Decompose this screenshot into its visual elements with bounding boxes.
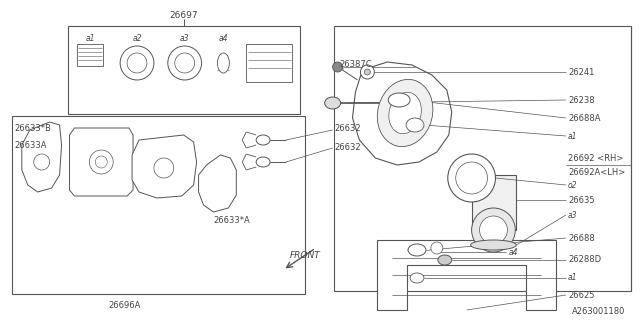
- Circle shape: [431, 242, 443, 254]
- Ellipse shape: [406, 118, 424, 132]
- Text: 26633*B: 26633*B: [14, 124, 51, 132]
- Text: 26238: 26238: [568, 95, 595, 105]
- Text: 26696A: 26696A: [108, 300, 140, 309]
- Ellipse shape: [438, 255, 452, 265]
- Text: a1: a1: [568, 274, 577, 283]
- Bar: [472, 175, 516, 230]
- Text: a4: a4: [508, 247, 518, 257]
- Text: 26387C: 26387C: [340, 60, 372, 68]
- Circle shape: [364, 69, 371, 75]
- Text: 26692 <RH>: 26692 <RH>: [568, 154, 623, 163]
- Text: a1: a1: [86, 34, 95, 43]
- Circle shape: [127, 53, 147, 73]
- Ellipse shape: [470, 240, 516, 250]
- Text: FRONT: FRONT: [290, 252, 321, 260]
- Text: a3: a3: [568, 211, 577, 220]
- Circle shape: [168, 46, 202, 80]
- Text: 26632: 26632: [335, 124, 361, 132]
- Ellipse shape: [388, 93, 410, 107]
- Text: 26692A<LH>: 26692A<LH>: [568, 167, 625, 177]
- Ellipse shape: [408, 244, 426, 256]
- Polygon shape: [132, 135, 196, 198]
- Text: a3: a3: [180, 34, 189, 43]
- Bar: [67, 26, 300, 114]
- Circle shape: [154, 158, 173, 178]
- Text: 26635: 26635: [568, 196, 595, 204]
- Text: a2: a2: [132, 34, 142, 43]
- Circle shape: [456, 162, 488, 194]
- Circle shape: [34, 154, 50, 170]
- Text: 26625: 26625: [568, 291, 595, 300]
- Bar: [333, 26, 632, 291]
- Text: 26697: 26697: [170, 11, 198, 20]
- Ellipse shape: [256, 135, 270, 145]
- Text: 26241: 26241: [568, 68, 595, 76]
- Text: a1: a1: [568, 132, 577, 140]
- Ellipse shape: [389, 92, 421, 134]
- Circle shape: [333, 62, 342, 72]
- Text: a4: a4: [219, 34, 228, 43]
- Polygon shape: [198, 155, 236, 212]
- Bar: [12, 116, 305, 294]
- Ellipse shape: [378, 79, 433, 147]
- Circle shape: [472, 208, 515, 252]
- Ellipse shape: [256, 157, 270, 167]
- Text: 26633*A: 26633*A: [214, 215, 250, 225]
- Circle shape: [360, 65, 374, 79]
- Ellipse shape: [324, 97, 340, 109]
- Circle shape: [479, 216, 508, 244]
- Circle shape: [120, 46, 154, 80]
- Circle shape: [448, 154, 495, 202]
- Text: 26688: 26688: [568, 234, 595, 243]
- Circle shape: [175, 53, 195, 73]
- Bar: [77, 44, 103, 66]
- Text: 26688A: 26688A: [568, 114, 600, 123]
- Polygon shape: [353, 62, 452, 165]
- Text: 26288D: 26288D: [568, 255, 601, 265]
- Polygon shape: [70, 128, 133, 196]
- Text: 26633A: 26633A: [14, 140, 47, 149]
- Ellipse shape: [218, 53, 229, 73]
- Text: o2: o2: [568, 180, 577, 189]
- Text: 26632: 26632: [335, 142, 361, 151]
- Circle shape: [95, 156, 108, 168]
- Polygon shape: [378, 240, 556, 310]
- Circle shape: [90, 150, 113, 174]
- Ellipse shape: [410, 273, 424, 283]
- Polygon shape: [22, 122, 61, 192]
- Bar: [246, 44, 292, 82]
- Text: A263001180: A263001180: [572, 308, 625, 316]
